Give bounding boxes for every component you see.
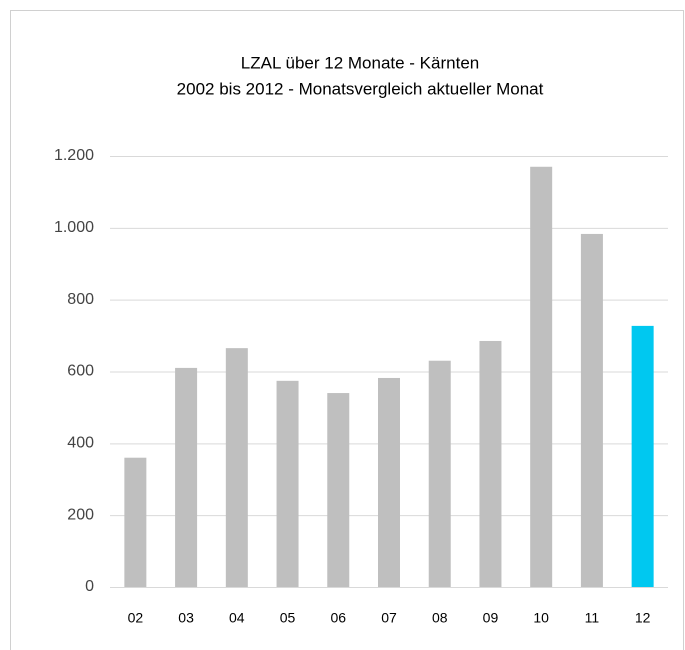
bar — [580, 233, 603, 588]
x-tick-label: 02 — [128, 610, 144, 626]
x-tick-label: 09 — [483, 610, 499, 626]
x-tick-label: 10 — [533, 610, 549, 626]
bar — [124, 457, 147, 587]
bar — [479, 340, 502, 587]
y-tick-label: 400 — [67, 435, 94, 452]
x-tick-label: 07 — [381, 610, 397, 626]
x-tick-label: 11 — [585, 610, 600, 626]
bar — [378, 377, 400, 587]
bar — [175, 367, 198, 587]
bar — [530, 166, 553, 587]
x-tick-label: 03 — [178, 610, 194, 626]
bar — [276, 380, 299, 587]
y-tick-label: 600 — [67, 363, 94, 380]
x-tick-label: 12 — [635, 610, 651, 626]
x-tick-label: 08 — [432, 610, 448, 626]
chart-frame — [10, 10, 684, 650]
bar — [327, 393, 350, 587]
bar — [225, 348, 248, 587]
y-tick-label: 800 — [67, 291, 94, 308]
y-tick-label: 1.000 — [54, 219, 94, 236]
y-tick-label: 1.200 — [54, 147, 94, 164]
bar — [428, 360, 451, 587]
x-tick-label: 06 — [330, 610, 346, 626]
y-tick-label: 200 — [67, 506, 94, 523]
chart-subtitle: 2002 bis 2012 - Monatsvergleich aktuelle… — [177, 79, 544, 98]
bar — [631, 325, 654, 587]
x-tick-label: 04 — [229, 610, 245, 626]
y-tick-label: 0 — [85, 578, 94, 595]
chart-title: LZAL über 12 Monate - Kärnten — [241, 53, 479, 72]
x-tick-label: 05 — [280, 610, 296, 626]
